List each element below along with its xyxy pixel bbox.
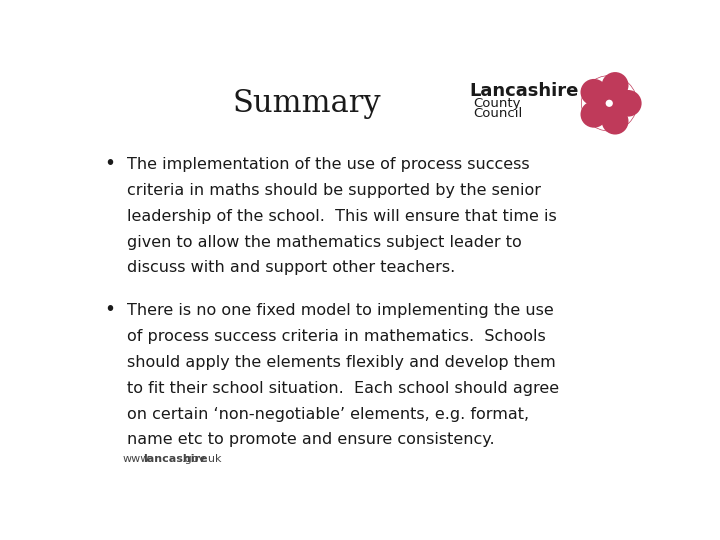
Circle shape	[598, 85, 614, 102]
Text: discuss with and support other teachers.: discuss with and support other teachers.	[127, 260, 456, 275]
Circle shape	[609, 89, 626, 105]
Text: There is no one fixed model to implementing the use: There is no one fixed model to implement…	[127, 303, 554, 319]
Circle shape	[606, 100, 613, 107]
Text: of process success criteria in mathematics.  Schools: of process success criteria in mathemati…	[127, 329, 546, 345]
Circle shape	[590, 95, 607, 112]
Circle shape	[580, 101, 607, 127]
Circle shape	[615, 90, 642, 117]
Text: lancashire: lancashire	[143, 454, 207, 464]
Text: to fit their school situation.  Each school should agree: to fit their school situation. Each scho…	[127, 381, 559, 396]
Text: Summary: Summary	[233, 88, 382, 119]
Text: given to allow the mathematics subject leader to: given to allow the mathematics subject l…	[127, 234, 522, 249]
Text: Council: Council	[473, 107, 522, 120]
Text: County: County	[473, 97, 521, 110]
Text: Lancashire: Lancashire	[469, 82, 579, 100]
Circle shape	[598, 105, 614, 122]
Circle shape	[602, 108, 629, 134]
Text: •: •	[104, 154, 115, 173]
Circle shape	[602, 72, 629, 99]
Text: •: •	[104, 300, 115, 320]
Text: .gov.uk: .gov.uk	[181, 454, 222, 464]
Text: criteria in maths should be supported by the senior: criteria in maths should be supported by…	[127, 183, 541, 198]
Circle shape	[601, 96, 617, 111]
Text: www.: www.	[122, 454, 153, 464]
Text: on certain ‘non-negotiable’ elements, e.g. format,: on certain ‘non-negotiable’ elements, e.…	[127, 407, 529, 422]
Circle shape	[609, 101, 626, 118]
Text: The implementation of the use of process success: The implementation of the use of process…	[127, 157, 530, 172]
Text: should apply the elements flexibly and develop them: should apply the elements flexibly and d…	[127, 355, 556, 370]
Circle shape	[580, 79, 607, 105]
Text: leadership of the school.  This will ensure that time is: leadership of the school. This will ensu…	[127, 209, 557, 224]
Text: name etc to promote and ensure consistency.: name etc to promote and ensure consisten…	[127, 433, 495, 448]
